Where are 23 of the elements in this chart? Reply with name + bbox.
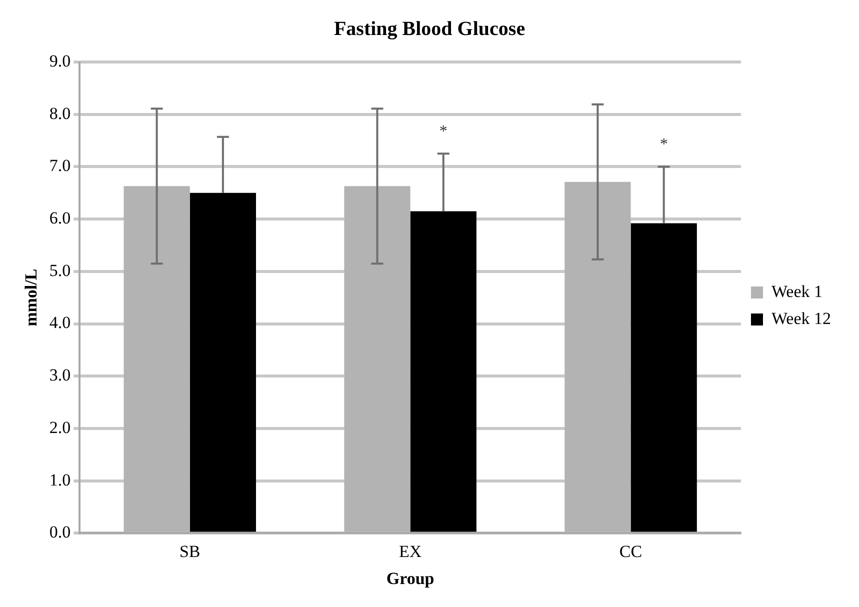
annotation: * xyxy=(660,136,668,153)
y-tick-label: 7.0 xyxy=(49,156,71,176)
legend-label: Week 1 xyxy=(771,282,823,301)
y-tick-label: 8.0 xyxy=(49,104,71,123)
y-tick-label: 1.0 xyxy=(49,470,71,490)
x-tick-label: SB xyxy=(179,542,200,561)
y-tick-label: 3.0 xyxy=(49,366,71,385)
y-tick-label: 4.0 xyxy=(49,313,71,332)
y-axis-title: mmol/L xyxy=(22,268,41,326)
y-tick-label: 9.0 xyxy=(49,51,71,70)
y-tick-label: 2.0 xyxy=(49,418,71,437)
y-tick-label: 6.0 xyxy=(49,208,71,228)
bar xyxy=(630,223,697,532)
bar xyxy=(410,211,476,532)
chart-title: Fasting Blood Glucose xyxy=(334,18,526,40)
x-tick-label: CC xyxy=(619,542,642,561)
x-axis-title: Group xyxy=(386,569,434,588)
x-tick-label: EX xyxy=(398,542,422,561)
legend-label: Week 12 xyxy=(771,308,832,328)
annotation: * xyxy=(439,122,448,140)
y-tick-label: 5.0 xyxy=(49,260,71,280)
y-tick-label: 0.0 xyxy=(49,522,71,542)
bar xyxy=(190,192,256,532)
